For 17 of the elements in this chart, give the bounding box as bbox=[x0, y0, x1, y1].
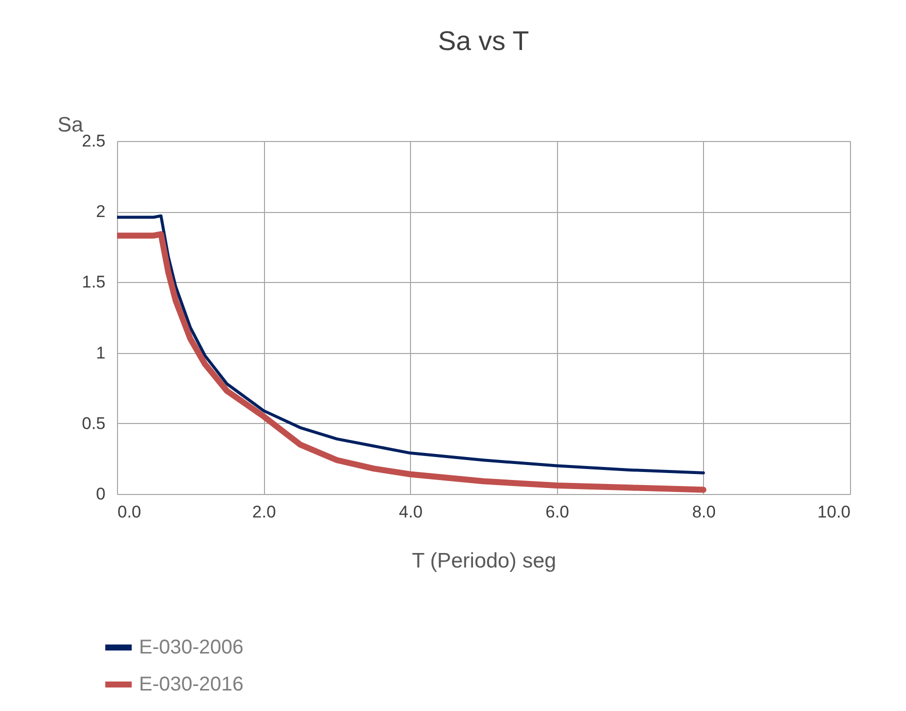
y-tick-label: 2.5 bbox=[82, 132, 106, 150]
x-axis-title: T (Periodo) seg bbox=[412, 550, 556, 572]
x-tick-label: 8.0 bbox=[692, 502, 716, 522]
x-tick-label: 0.0 bbox=[118, 502, 142, 522]
y-tick-label: 0.5 bbox=[82, 414, 106, 433]
legend-label: E-030-2006 bbox=[139, 636, 244, 658]
chart-title: Sa vs T bbox=[438, 26, 530, 56]
y-axis-title: Sa bbox=[58, 114, 84, 136]
x-tick-label: 10.0 bbox=[817, 502, 850, 522]
y-tick-label: 0 bbox=[96, 484, 106, 504]
x-tick-label: 4.0 bbox=[398, 502, 423, 522]
x-tick-label: 2.0 bbox=[252, 502, 276, 522]
x-tick-label: 6.0 bbox=[545, 502, 570, 522]
y-tick-label: 1.5 bbox=[82, 272, 106, 292]
y-tick-label: 2 bbox=[96, 202, 106, 222]
legend-label: E-030-2016 bbox=[139, 674, 244, 696]
y-tick-label: 1 bbox=[96, 343, 106, 362]
